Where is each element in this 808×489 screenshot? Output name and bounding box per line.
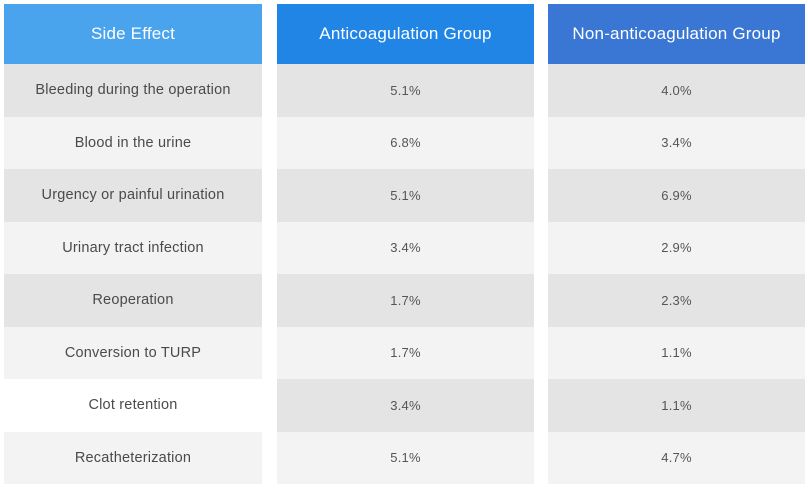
non-anticoagulation-cell: 4.0% [548, 64, 805, 117]
side-effect-cell: Urinary tract infection [4, 221, 262, 274]
side-effect-cell: Clot retention [4, 379, 262, 432]
side-effect-column: Side Effect Bleeding during the operatio… [4, 4, 262, 484]
anticoagulation-column: Anticoagulation Group 5.1% 6.8% 5.1% 3.4… [277, 4, 534, 484]
non-anticoagulation-column: Non-anticoagulation Group 4.0% 3.4% 6.9%… [548, 4, 805, 484]
non-anticoagulation-cell: 2.3% [548, 274, 805, 327]
anticoagulation-cell: 6.8% [277, 116, 534, 169]
side-effect-cell: Recatheterization [4, 431, 262, 484]
side-effect-cell: Urgency or painful urination [4, 169, 262, 222]
anticoagulation-cell: 5.1% [277, 169, 534, 222]
side-effect-cell: Bleeding during the operation [4, 64, 262, 117]
column-header-anticoagulation: Anticoagulation Group [277, 4, 534, 64]
side-effect-cell: Conversion to TURP [4, 326, 262, 379]
anticoagulation-cell: 3.4% [277, 379, 534, 432]
anticoagulation-cell: 5.1% [277, 64, 534, 117]
non-anticoagulation-cell: 2.9% [548, 221, 805, 274]
non-anticoagulation-cell: 1.1% [548, 326, 805, 379]
non-anticoagulation-cell: 1.1% [548, 379, 805, 432]
column-header-non-anticoagulation: Non-anticoagulation Group [548, 4, 805, 64]
non-anticoagulation-cell: 4.7% [548, 431, 805, 484]
anticoagulation-cell: 3.4% [277, 221, 534, 274]
non-anticoagulation-cell: 3.4% [548, 116, 805, 169]
side-effect-cell: Blood in the urine [4, 116, 262, 169]
anticoagulation-cell: 5.1% [277, 431, 534, 484]
column-header-side-effect: Side Effect [4, 4, 262, 64]
anticoagulation-cell: 1.7% [277, 274, 534, 327]
non-anticoagulation-cell: 6.9% [548, 169, 805, 222]
anticoagulation-cell: 1.7% [277, 326, 534, 379]
side-effect-cell: Reoperation [4, 274, 262, 327]
